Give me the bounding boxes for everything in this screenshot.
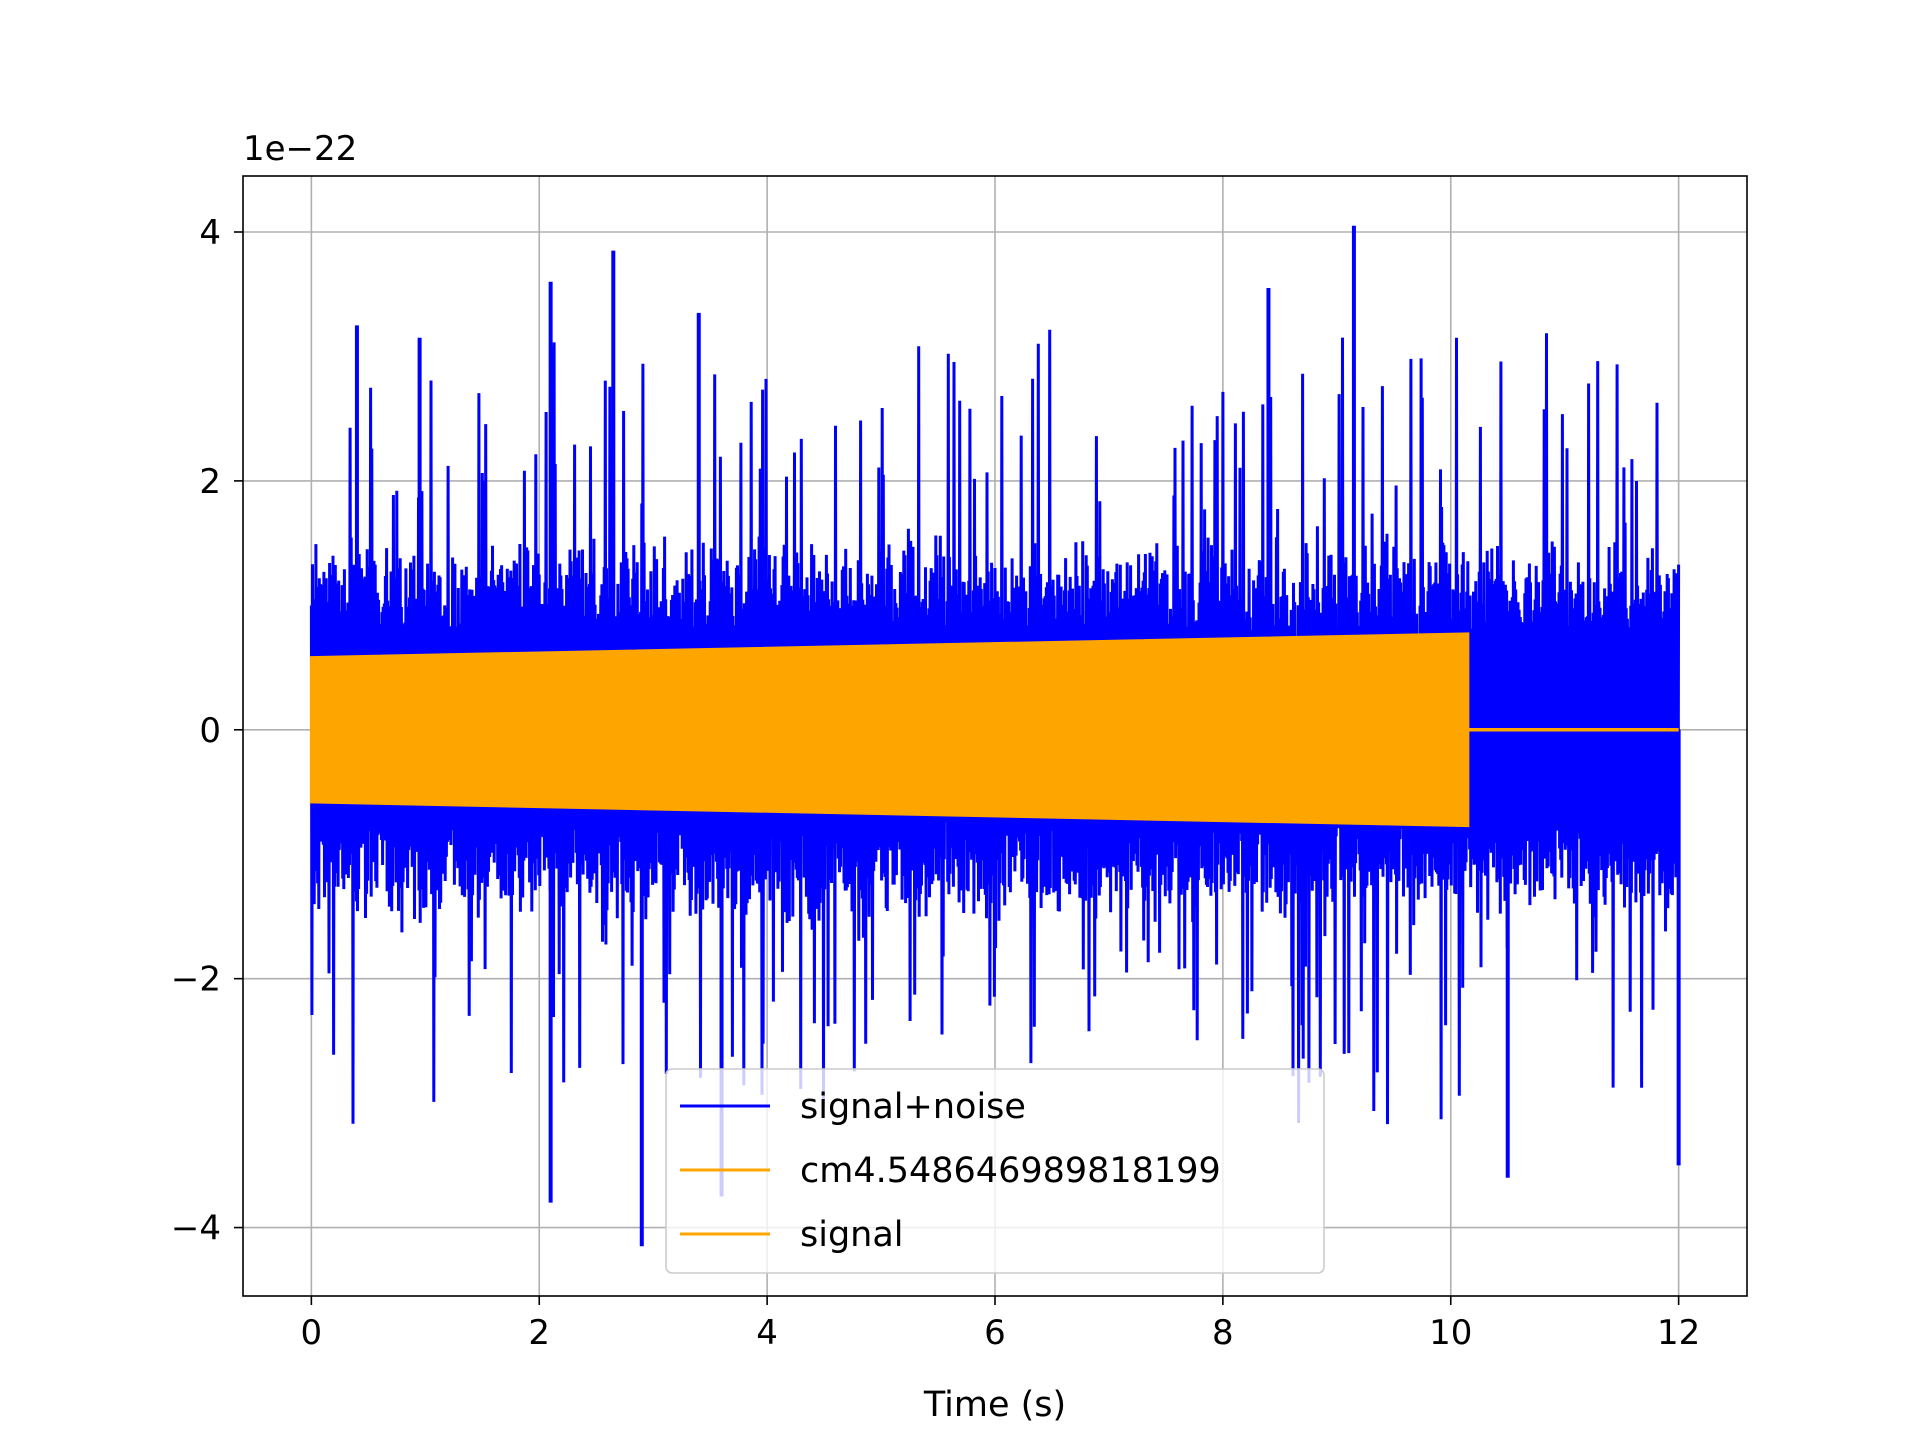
series-signal [309,632,1679,828]
legend-label-signal-noise: signal+noise [800,1087,1026,1127]
x-tick-label: 6 [984,1313,1006,1353]
x-tick-label: 4 [756,1313,778,1353]
y-tick-label: 2 [199,462,221,502]
legend-box [665,1068,1325,1274]
signal-noise-line [309,329,1681,1125]
legend-label-signal: signal [800,1215,904,1255]
y-tick-label: −2 [171,960,221,1000]
x-tick-label: 2 [528,1313,550,1353]
axis-offset-label: 1e−22 [243,129,357,169]
x-tick-label: 12 [1657,1313,1700,1353]
x-axis-label: Time (s) [923,1385,1066,1425]
y-tick-label: 4 [199,213,221,253]
x-tick-label: 0 [301,1313,323,1353]
x-tick-label: 10 [1429,1313,1472,1353]
x-tick-label: 8 [1212,1313,1234,1353]
axes: 0 2 4 6 8 10 12 −4 −2 0 2 4 [171,213,1700,1353]
legend-label-cm: cm4.548646989818199 [800,1151,1221,1191]
y-tick-label: −4 [171,1209,221,1249]
legend: signal+noise cm4.548646989818199 signal [665,1068,1325,1274]
y-tick-label: 0 [199,711,221,751]
signal-chirp-band [309,632,1470,828]
